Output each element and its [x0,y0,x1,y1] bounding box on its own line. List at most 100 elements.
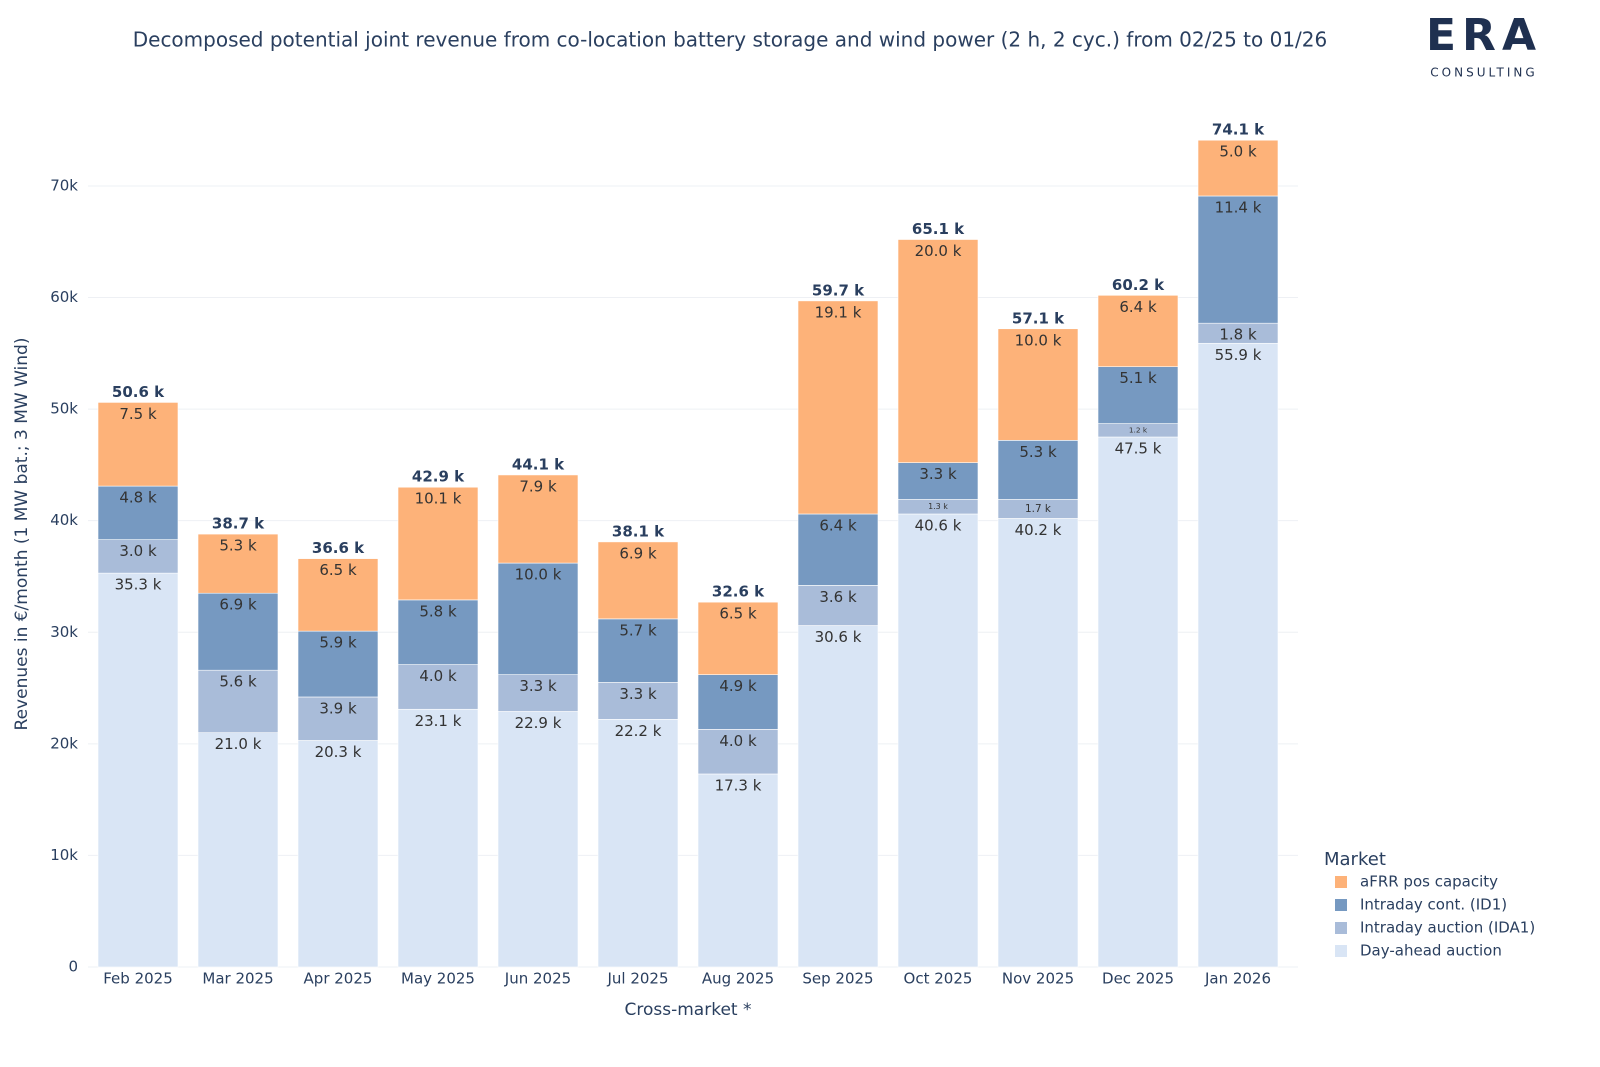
value-label: 5.7 k [619,621,657,639]
y-tick-label: 40k [50,511,78,529]
x-tick-label: Mar 2025 [202,970,273,988]
bar-segment [897,462,979,500]
bar-segment [1197,139,1279,197]
value-label: 47.5 k [1115,440,1162,458]
y-tick-label: 0 [68,958,78,976]
value-label: 6.4 k [819,516,857,534]
value-label: 7.9 k [519,477,557,495]
legend-swatch [1335,899,1347,911]
x-tick-label: Nov 2025 [1002,970,1074,988]
value-label: 3.0 k [119,542,157,560]
value-label: 6.9 k [219,596,257,614]
bar-segment [397,664,479,710]
total-label: 65.1 k [912,220,965,238]
value-label: 4.8 k [119,489,157,507]
value-label: 1.2 k [1129,425,1148,434]
y-tick-label: 10k [50,846,78,864]
y-axis-label: Revenues in €/month (1 MW bat.; 3 MW Win… [12,338,32,731]
bar-segment [497,474,579,564]
bar-segment [797,300,879,515]
value-label: 5.3 k [219,537,257,555]
bar-segment [897,239,979,463]
bar-segment [497,711,579,968]
legend-swatch [1335,922,1347,934]
bar-segment [697,674,779,730]
x-tick-label: Aug 2025 [702,970,774,988]
bar-segment [197,732,279,968]
x-tick-label: Apr 2025 [304,970,373,988]
value-label: 5.8 k [419,602,457,620]
value-label: 22.2 k [615,722,662,740]
legend-label: Day-ahead auction [1360,942,1502,960]
bar-segment [297,740,379,968]
total-label: 36.6 k [312,539,365,557]
value-label: 17.3 k [715,776,762,794]
x-tick-label: Jan 2026 [1204,970,1271,988]
value-label: 10.0 k [1015,331,1062,349]
x-tick-label: May 2025 [401,970,475,988]
bar-segment [1097,294,1179,368]
value-label: 10.1 k [415,490,462,508]
bar-segment [197,669,279,733]
x-axis-label: Cross-market * [625,1000,752,1020]
bar-segment [497,674,579,712]
bar-segment [197,533,279,594]
value-label: 5.9 k [319,634,357,652]
value-label: 20.3 k [315,743,362,761]
value-label: 1.7 k [1025,503,1051,515]
bar-segment [897,513,979,968]
value-label: 21.0 k [215,735,262,753]
legend-swatch [1335,945,1347,957]
total-label: 42.9 k [412,468,465,486]
value-label: 3.6 k [819,588,857,606]
x-tick-label: Feb 2025 [103,970,173,988]
x-tick-label: Jun 2025 [504,970,571,988]
total-label: 50.6 k [112,383,165,401]
value-label: 3.3 k [519,677,557,695]
x-tick-label: Dec 2025 [1102,970,1174,988]
value-label: 3.9 k [319,699,357,717]
bar-segment [797,625,879,968]
logo-tagline: CONSULTING [1430,66,1537,80]
value-label: 6.5 k [719,605,757,623]
bar-segment [97,485,179,540]
bar-segment [997,440,1079,500]
value-label: 4.9 k [719,677,757,695]
x-tick-label: Sep 2025 [802,970,873,988]
value-label: 6.5 k [319,561,357,579]
bar-segment [1097,436,1179,968]
legend-label: Intraday cont. (ID1) [1360,896,1507,914]
legend-label: Intraday auction (IDA1) [1360,919,1535,937]
value-label: 4.0 k [719,732,757,750]
bar-segment [397,599,479,665]
total-label: 57.1 k [1012,309,1065,327]
value-label: 22.9 k [515,714,562,732]
value-label: 5.3 k [1019,443,1057,461]
value-label: 35.3 k [115,576,162,594]
bar-segment [397,486,479,601]
y-tick-label: 20k [50,734,78,752]
x-tick-label: Jul 2025 [606,970,668,988]
value-label: 7.5 k [119,405,157,423]
bar-segment [597,541,679,620]
y-tick-label: 50k [50,400,78,418]
bar-segment [997,328,1079,441]
total-label: 60.2 k [1112,276,1165,294]
y-tick-label: 70k [50,176,78,194]
logo-name: ERA [1426,10,1542,61]
x-tick-label: Oct 2025 [904,970,973,988]
total-label: 74.1 k [1212,121,1265,139]
bar-segment [1197,342,1279,968]
y-tick-label: 30k [50,623,78,641]
value-label: 40.6 k [915,516,962,534]
total-label: 38.7 k [212,515,265,533]
value-label: 5.1 k [1119,369,1157,387]
bar-segment [697,601,779,675]
bar-segment [1197,195,1279,324]
bar-segment [697,729,779,775]
bar-segment [397,708,479,968]
bar-segment [297,558,379,632]
value-label: 30.6 k [815,628,862,646]
bar-segment [297,630,379,698]
